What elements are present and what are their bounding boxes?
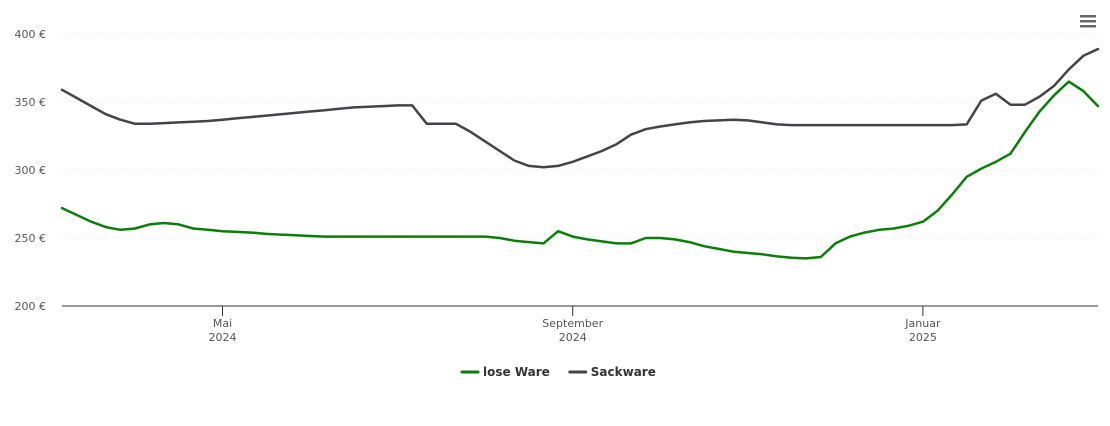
- menu-icon[interactable]: [1080, 15, 1096, 28]
- menu-bar: [1080, 20, 1096, 23]
- menu-bar: [1080, 25, 1096, 28]
- y-tick-label: 350 €: [15, 96, 47, 109]
- x-tick-label: September 2024: [542, 317, 603, 344]
- series-line: [60, 47, 1100, 169]
- x-tick-label: Mai 2024: [209, 317, 237, 344]
- legend-label: Sackware: [591, 365, 656, 379]
- y-tick-label: 300 €: [15, 164, 47, 177]
- menu-bar: [1080, 15, 1096, 18]
- x-tick-label: Januar 2025: [904, 317, 941, 344]
- y-tick-label: 200 €: [15, 300, 47, 313]
- y-tick-label: 250 €: [15, 232, 47, 245]
- y-tick-label: 400 €: [15, 28, 47, 41]
- legend-item[interactable]: Sackware: [568, 365, 656, 379]
- legend-item[interactable]: lose Ware: [460, 365, 550, 379]
- series-line: [60, 80, 1100, 260]
- legend-label: lose Ware: [483, 365, 550, 379]
- legend: lose Ware Sackware: [460, 365, 656, 379]
